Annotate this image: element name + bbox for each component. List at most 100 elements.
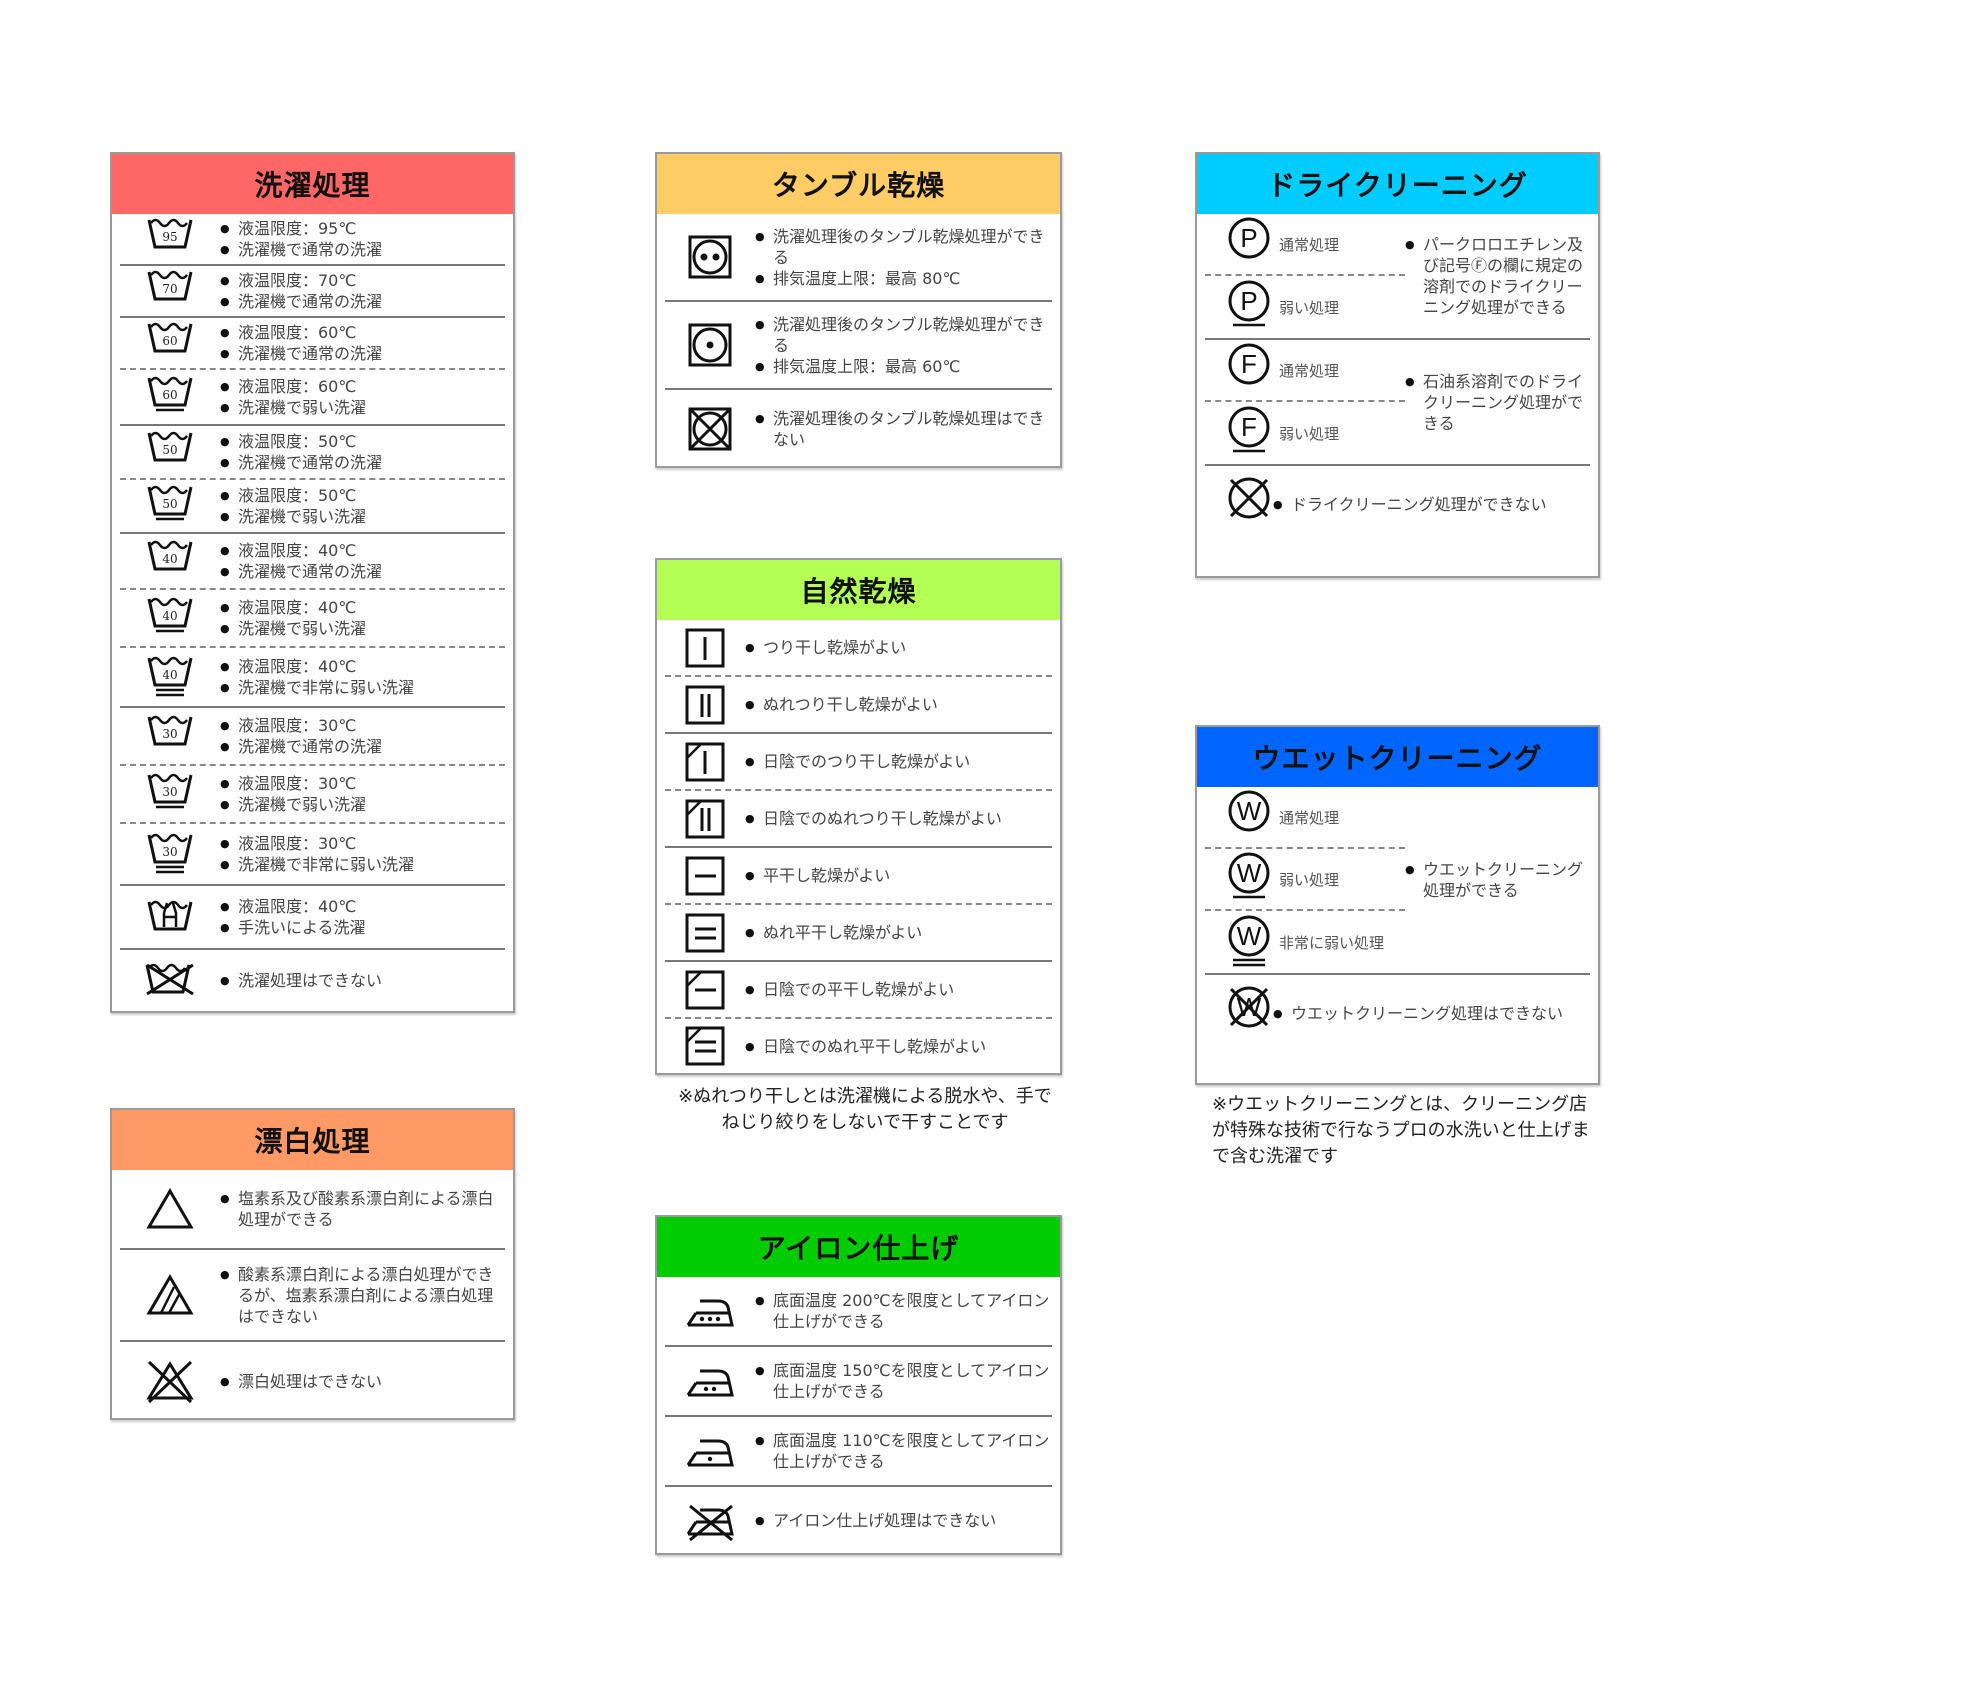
description: パークロロエチレン及び記号Ⓕの欄に規定の溶剤でのドライクリーニング処理ができる: [1405, 234, 1590, 318]
bullet-text: 底面温度 150℃を限度としてアイロン仕上げができる: [755, 1360, 1052, 1402]
natural-list: つり干し乾燥がよいぬれつり干し乾燥がよい日陰でのつり干し乾燥がよい日陰でのぬれつ…: [657, 620, 1060, 1073]
bullet-text: パークロロエチレン及び記号Ⓕの欄に規定の溶剤でのドライクリーニング処理ができる: [1405, 234, 1590, 318]
bullet-text: 洗濯処理はできない: [220, 970, 382, 991]
bullet-text: 液温限度：70℃: [220, 270, 382, 291]
tumble-title: タンブル乾燥: [657, 154, 1060, 214]
description: 液温限度：40℃手洗いによる洗濯: [220, 896, 366, 938]
list-item: 70 液温限度：70℃洗濯機で通常の洗濯: [120, 266, 505, 318]
list-item: 平干し乾燥がよい: [665, 848, 1052, 905]
list-item: 50 液温限度：50℃洗濯機で弱い洗濯: [120, 480, 505, 534]
list-item: 日陰でのぬれつり干し乾燥がよい: [665, 791, 1052, 848]
symbol-entry: W 通常処理: [1205, 787, 1405, 849]
symbol-entry: P 弱い処理: [1205, 276, 1405, 338]
list-item: 日陰での平干し乾燥がよい: [665, 962, 1052, 1019]
symbol-column: W: [1205, 975, 1273, 1051]
wash-tub-icon: 40: [120, 537, 220, 585]
bullet-text: 日陰でのぬれつり干し乾燥がよい: [745, 808, 1002, 829]
list-item: ぬれつり干し乾燥がよい: [665, 677, 1052, 734]
wash-tub-icon: 30: [120, 830, 220, 878]
bullet-text: ウエットクリーニング処理はできない: [1273, 1003, 1563, 1024]
description: 平干し乾燥がよい: [745, 865, 890, 886]
list-item: 40 液温限度：40℃洗濯機で弱い洗濯: [120, 590, 505, 648]
svg-text:30: 30: [162, 845, 177, 859]
description: 日陰でのぬれ平干し乾燥がよい: [745, 1036, 986, 1057]
tumble-dry-high-icon: [665, 234, 755, 280]
bullet-text: ぬれ平干し乾燥がよい: [745, 922, 922, 943]
bullet-text: 液温限度：40℃: [220, 656, 414, 677]
natural-title: 自然乾燥: [657, 560, 1060, 620]
svg-text:50: 50: [162, 497, 177, 511]
list-item: 50 液温限度：50℃洗濯機で通常の洗濯: [120, 426, 505, 480]
description: 底面温度 150℃を限度としてアイロン仕上げができる: [755, 1360, 1052, 1402]
bullet-text: 石油系溶剤でのドライクリーニング処理ができる: [1405, 371, 1590, 434]
bullet-text: 洗濯処理後のタンブル乾燥処理ができる: [755, 314, 1052, 356]
bullet-text: 日陰でのぬれ平干し乾燥がよい: [745, 1036, 986, 1057]
description: 漂白処理はできない: [220, 1371, 382, 1392]
bullet-text: 漂白処理はできない: [220, 1371, 382, 1392]
wash-tub-icon: 40: [120, 653, 220, 701]
iron-list: 底面温度 200℃を限度としてアイロン仕上げができる底面温度 150℃を限度とし…: [657, 1277, 1060, 1553]
list-item: 30 液温限度：30℃洗濯機で非常に弱い洗濯: [120, 824, 505, 886]
no-bleach-icon: [120, 1358, 220, 1404]
description: ドライクリーニング処理ができない: [1273, 494, 1547, 515]
bullet-text: 洗濯機で非常に弱い洗濯: [220, 854, 414, 875]
bullet-text: 排気温度上限：最高 60℃: [755, 356, 1052, 377]
svg-text:60: 60: [162, 334, 177, 348]
description: 液温限度：60℃洗濯機で弱い洗濯: [220, 376, 366, 418]
iron-medium-icon: [665, 1359, 755, 1403]
wet-clean-w-icon: W: [1225, 914, 1273, 970]
list-item: 95 液温限度：95℃洗濯機で通常の洗濯: [120, 214, 505, 266]
bleach-list: 塩素系及び酸素系漂白剤による漂白処理ができる酸素系漂白剤による漂白処理ができるが…: [112, 1170, 513, 1420]
description: 洗濯処理後のタンブル乾燥処理ができる排気温度上限：最高 60℃: [755, 314, 1052, 377]
symbol-label: 非常に弱い処理: [1279, 933, 1385, 952]
wash-tub-icon: 60: [120, 319, 220, 367]
description: 日陰での平干し乾燥がよい: [745, 979, 954, 1000]
list-item: 酸素系漂白剤による漂白処理ができるが、塩素系漂白剤による漂白処理はできない: [120, 1250, 505, 1342]
bullet-text: 液温限度：30℃: [220, 715, 382, 736]
description: 液温限度：30℃洗濯機で通常の洗濯: [220, 715, 382, 757]
bullet-text: 洗濯機で弱い洗濯: [220, 506, 366, 527]
svg-text:F: F: [1241, 412, 1257, 442]
bullet-text: 洗濯機で通常の洗濯: [220, 452, 382, 473]
svg-text:30: 30: [162, 727, 177, 741]
tumble-list: 洗濯処理後のタンブル乾燥処理ができる排気温度上限：最高 80℃ 洗濯処理後のタンブ…: [657, 214, 1060, 468]
list-item: 洗濯処理後のタンブル乾燥処理ができる排気温度上限：最高 80℃: [665, 214, 1052, 302]
no-dry-clean-icon: [1225, 476, 1273, 532]
description: 日陰でのつり干し乾燥がよい: [745, 751, 970, 772]
list-item: 洗濯処理後のタンブル乾燥処理はできない: [665, 390, 1052, 468]
list-item: 底面温度 150℃を限度としてアイロン仕上げができる: [665, 1347, 1052, 1417]
bleach-any-icon: [120, 1187, 220, 1231]
bullet-text: 液温限度：50℃: [220, 485, 366, 506]
drip-line-dry-icon: [665, 684, 745, 726]
dry-clean-p-icon: P: [1225, 216, 1273, 272]
description: ウエットクリーニング処理はできない: [1273, 1003, 1563, 1024]
svg-text:60: 60: [162, 388, 177, 402]
list-item: 底面温度 110℃を限度としてアイロン仕上げができる: [665, 1417, 1052, 1487]
list-item: 日陰でのぬれ平干し乾燥がよい: [665, 1019, 1052, 1073]
list-item: 塩素系及び酸素系漂白剤による漂白処理ができる: [120, 1170, 505, 1250]
bullet-text: 洗濯機で通常の洗濯: [220, 561, 382, 582]
list-item: アイロン仕上げ処理はできない: [665, 1487, 1052, 1553]
list-item: 洗濯処理はできない: [120, 950, 505, 1010]
symbol-entry: F 弱い処理: [1205, 402, 1405, 464]
bullet-text: 塩素系及び酸素系漂白剤による漂白処理ができる: [220, 1188, 505, 1230]
wet-clean-w-icon: W: [1225, 851, 1273, 907]
list-item: 日陰でのつり干し乾燥がよい: [665, 734, 1052, 791]
bullet-text: 液温限度：50℃: [220, 431, 382, 452]
description: ぬれつり干し乾燥がよい: [745, 694, 938, 715]
washing-panel: 洗濯処理 95液温限度：95℃洗濯機で通常の洗濯70液温限度：70℃洗濯機で通常…: [110, 152, 515, 1013]
bullet-text: 手洗いによる洗濯: [220, 917, 366, 938]
wash-tub-icon: 60: [120, 373, 220, 421]
list-item: 液温限度：40℃手洗いによる洗濯: [120, 886, 505, 950]
wet-panel: ウエットクリーニング W通常処理W弱い処理W非常に弱い処理ウエットクリーニング処…: [1195, 725, 1600, 1085]
symbol-label: 弱い処理: [1279, 298, 1340, 317]
natural-panel: 自然乾燥 つり干し乾燥がよいぬれつり干し乾燥がよい日陰でのつり干し乾燥がよい日陰…: [655, 558, 1062, 1075]
symbol-column: P 通常処理 P 弱い処理: [1205, 214, 1405, 338]
flat-dry-icon: [665, 855, 745, 897]
bullet-text: 洗濯機で弱い洗濯: [220, 618, 366, 639]
description: 液温限度：50℃洗濯機で通常の洗濯: [220, 431, 382, 473]
iron-panel: アイロン仕上げ 底面温度 200℃を限度としてアイロン仕上げができる底面温度 1…: [655, 1215, 1062, 1555]
no-wash-icon: [120, 960, 220, 1000]
wash-tub-icon: 40: [120, 594, 220, 642]
description: 液温限度：95℃洗濯機で通常の洗濯: [220, 218, 382, 260]
